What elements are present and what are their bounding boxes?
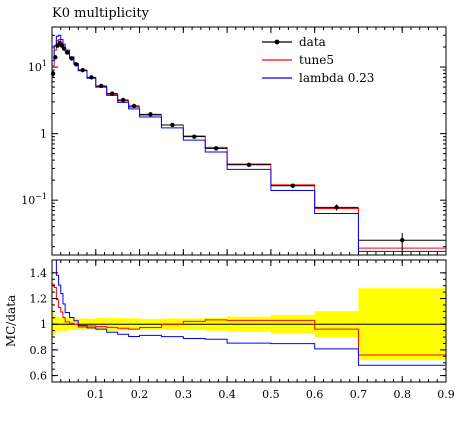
data-point	[192, 134, 197, 139]
data-point	[400, 238, 405, 243]
ratio-y-tick-label: 1.2	[30, 293, 48, 306]
main-plot-frame	[51, 26, 447, 256]
ratio-line-lambda-0-23	[52, 259, 446, 366]
x-tick-label: 0.4	[218, 388, 236, 401]
data-point	[69, 56, 74, 61]
data-point	[109, 91, 115, 96]
data-point	[99, 83, 104, 89]
legend-marker	[274, 39, 280, 45]
data-point	[61, 46, 67, 51]
y-tick-label: 1	[40, 128, 47, 141]
x-tick-label: 0.3	[175, 388, 193, 401]
data-point	[65, 50, 70, 55]
ratio-y-tick-label: 0.8	[30, 344, 48, 357]
x-tick-label: 0.6	[306, 388, 324, 401]
series-line-lambda-0-23	[52, 34, 446, 252]
ratio-y-tick-label: 0.6	[30, 370, 48, 383]
data-point	[334, 205, 339, 210]
x-tick-label: 0.5	[262, 388, 280, 401]
ratio-uncertainty-band	[52, 288, 446, 361]
data-point	[73, 62, 79, 67]
series-line-tune5	[52, 38, 446, 249]
x-tick-label: 0.1	[87, 388, 105, 401]
ratio-y-axis-label: MC/data	[4, 295, 18, 347]
x-tick-label: 0.2	[131, 388, 149, 401]
y-tick-label: 101	[28, 59, 47, 74]
data-point	[246, 162, 252, 167]
ratio-y-tick-label: 1	[40, 318, 47, 331]
data-point	[131, 103, 137, 109]
data-point	[120, 97, 126, 103]
data-point	[80, 67, 85, 73]
legend-label: tune5	[299, 53, 334, 67]
ratio-ticks: 0.6 0.8 1 1.2 1.4 0.1 0.2 0.3 0.4 0.5 0.6 0.7 0.8 0.9	[30, 260, 455, 401]
main-panel: 101 1 10−1 data tune5 lambda 0.23	[21, 26, 447, 256]
main-series-layer	[50, 34, 446, 252]
legend: data tune5 lambda 0.23	[262, 35, 374, 85]
ratio-y-tick-label: 1.4	[30, 267, 48, 280]
chart-title: K0 multiplicity	[52, 6, 150, 21]
ratio-line-tune5	[52, 283, 446, 356]
x-tick-label: 0.9	[437, 388, 455, 401]
data-point	[53, 55, 58, 60]
main-y-ticks: 101 1 10−1	[21, 26, 447, 255]
ratio-panel: 0.6 0.8 1 1.2 1.4 0.1 0.2 0.3 0.4 0.5 0.6 0.7 0.8 0.9…	[4, 259, 455, 401]
data-point	[148, 112, 153, 117]
data-point	[290, 183, 295, 188]
data-point	[89, 75, 94, 80]
legend-label: data	[299, 35, 326, 49]
legend-label: lambda 0.23	[299, 71, 374, 85]
data-point	[50, 71, 56, 76]
ratio-plot-frame	[51, 259, 447, 383]
ratio-series-layer	[52, 259, 446, 366]
x-tick-label: 0.8	[393, 388, 411, 401]
data-point	[213, 146, 219, 151]
data-point	[170, 122, 175, 128]
x-tick-label: 0.7	[350, 388, 368, 401]
y-tick-label: 10−1	[21, 192, 47, 207]
